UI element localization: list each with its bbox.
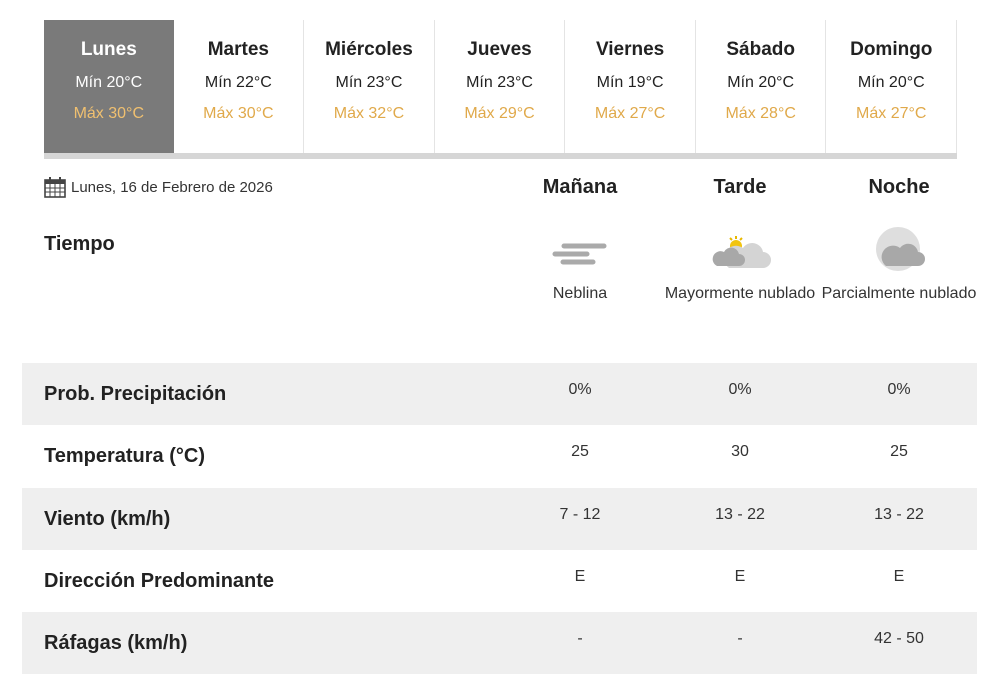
- tab-martes[interactable]: Martes Mín 22°C Máx 30°C: [174, 20, 305, 153]
- max-temp: Máx 27°C: [856, 105, 927, 122]
- tabs-underline: [44, 153, 957, 159]
- day-tabs: Lunes Mín 20°C Máx 30°C Martes Mín 22°C Máx …: [44, 20, 958, 153]
- calendar-icon: [44, 177, 66, 198]
- row-direccion: Dirección Predominante E E E: [22, 550, 977, 612]
- tab-miercoles[interactable]: Miércoles Mín 23°C Máx 32°C: [304, 20, 435, 153]
- value-noche: 0%: [887, 381, 911, 398]
- tab-lunes[interactable]: Lunes Mín 20°C Máx 30°C: [44, 20, 174, 153]
- value-noche: 25: [890, 443, 908, 460]
- partly-cloudy-night-icon: [876, 227, 925, 271]
- column-manana: Mañana: [542, 176, 618, 198]
- row-label: Prob. Precipitación: [44, 383, 227, 405]
- day-name: Domingo: [850, 39, 933, 60]
- min-temp: Mín 23°C: [335, 74, 403, 91]
- tab-viernes[interactable]: Viernes Mín 19°C Máx 27°C: [565, 20, 696, 153]
- day-name: Martes: [207, 39, 269, 60]
- value-manana: 25: [571, 443, 589, 460]
- max-temp: Máx 30°C: [203, 105, 274, 122]
- value-tarde: -: [737, 630, 743, 647]
- day-name: Lunes: [80, 39, 137, 60]
- min-temp: Mín 19°C: [596, 74, 664, 91]
- value-noche: E: [893, 568, 905, 585]
- value-tarde: 13 - 22: [715, 506, 765, 523]
- row-label: Dirección Predominante: [44, 570, 275, 592]
- row-temperatura: Temperatura (°C) 25 30 25: [22, 425, 977, 487]
- value-manana: -: [577, 630, 583, 647]
- column-tarde: Tarde: [713, 176, 767, 198]
- min-temp: Mín 22°C: [204, 74, 272, 91]
- condition-noche: Parcialmente nublado: [819, 227, 979, 306]
- row-rafagas: Ráfagas (km/h) - - 42 - 50: [22, 612, 977, 674]
- max-temp: Máx 27°C: [594, 105, 666, 122]
- max-temp: Máx 30°C: [73, 105, 144, 122]
- column-noche: Noche: [868, 176, 930, 198]
- value-manana: E: [574, 568, 586, 585]
- condition-tarde: Mayormente nublado: [660, 232, 820, 306]
- min-temp: Mín 20°C: [857, 74, 925, 91]
- max-temp: Máx 28°C: [725, 105, 796, 122]
- value-noche: 13 - 22: [874, 506, 924, 523]
- min-temp: Mín 20°C: [75, 74, 143, 91]
- row-label: Viento (km/h): [44, 508, 171, 530]
- selected-date: Lunes, 16 de Febrero de 2026: [44, 176, 273, 198]
- max-temp: Máx 32°C: [333, 105, 405, 122]
- condition-manana: Neblina: [500, 232, 660, 306]
- row-precipitacion: Prob. Precipitación 0% 0% 0%: [22, 363, 977, 425]
- value-noche: 42 - 50: [874, 630, 924, 647]
- day-name: Viernes: [595, 39, 665, 60]
- row-label: Temperatura (°C): [44, 445, 205, 467]
- value-tarde: 30: [731, 443, 749, 460]
- row-label: Ráfagas (km/h): [44, 632, 188, 654]
- day-name: Miércoles: [325, 39, 413, 60]
- row-viento: Viento (km/h) 7 - 12 13 - 22 13 - 22: [22, 488, 977, 550]
- max-temp: Máx 29°C: [464, 105, 535, 122]
- mostly-cloudy-day-icon: [712, 236, 771, 268]
- value-manana: 0%: [568, 381, 592, 398]
- day-name: Jueves: [467, 39, 532, 60]
- tab-jueves[interactable]: Jueves Mín 23°C Máx 29°C: [435, 20, 566, 153]
- day-name: Sábado: [726, 39, 795, 60]
- value-tarde: E: [734, 568, 746, 585]
- tab-sabado[interactable]: Sábado Mín 20°C Máx 28°C: [696, 20, 827, 153]
- condition-text: Parcialmente nublado: [821, 285, 977, 302]
- condition-text: Mayormente nublado: [664, 285, 816, 302]
- condition-text: Neblina: [552, 285, 608, 302]
- value-tarde: 0%: [728, 381, 752, 398]
- tiempo-label: Tiempo: [44, 233, 115, 255]
- min-temp: Mín 23°C: [466, 74, 533, 91]
- tab-domingo[interactable]: Domingo Mín 20°C Máx 27°C: [826, 20, 958, 153]
- fog-icon: [552, 243, 607, 265]
- date-text: Lunes, 16 de Febrero de 2026: [71, 178, 273, 196]
- min-temp: Mín 20°C: [727, 74, 795, 91]
- value-manana: 7 - 12: [559, 506, 601, 523]
